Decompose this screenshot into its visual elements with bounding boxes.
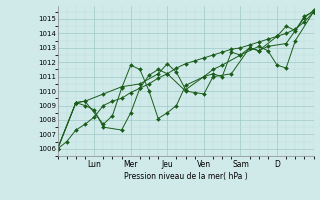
X-axis label: Pression niveau de la mer( hPa ): Pression niveau de la mer( hPa ) <box>124 172 247 181</box>
